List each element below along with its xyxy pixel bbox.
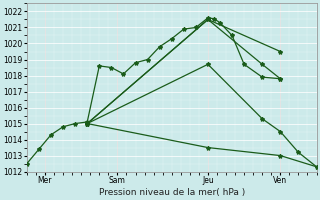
X-axis label: Pression niveau de la mer( hPa ): Pression niveau de la mer( hPa ) (99, 188, 245, 197)
